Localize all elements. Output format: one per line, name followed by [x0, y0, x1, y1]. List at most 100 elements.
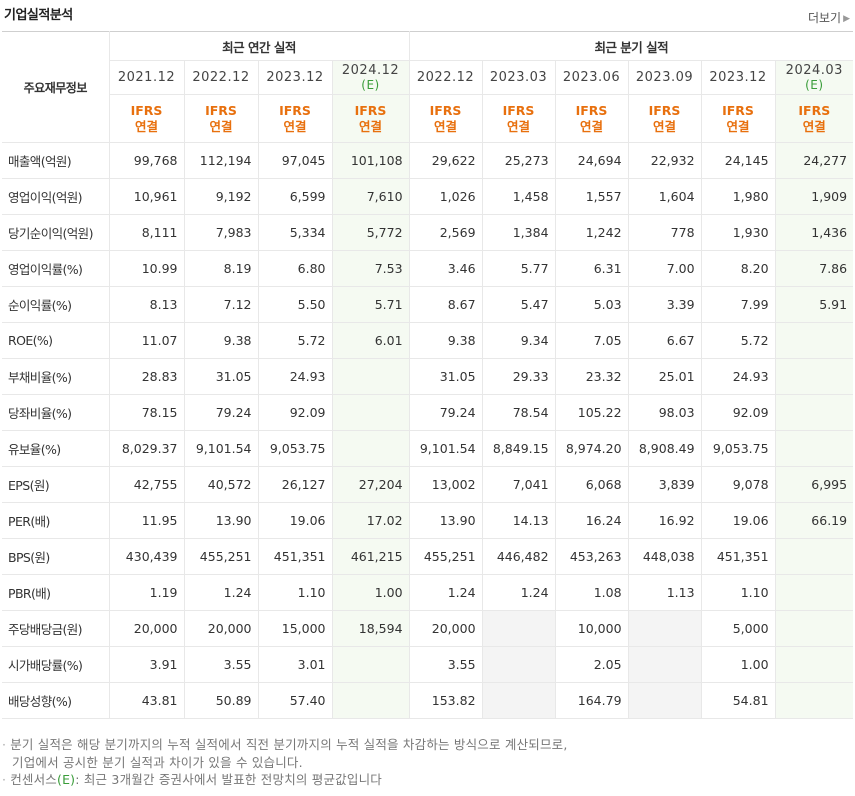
- ifrs-header: IFRS 연결: [331, 94, 410, 143]
- table-cell: 778: [627, 214, 702, 251]
- period-header: 2023.12: [257, 60, 332, 95]
- table-row: 시가배당률(%) 3.91 3.55 3.01 3.55 2.05 1.00: [2, 646, 854, 683]
- table-cell: 26,127: [257, 466, 332, 503]
- table-cell: 5,000: [700, 610, 776, 647]
- table-cell: 1,436: [774, 214, 854, 251]
- table-row: 주당배당금(원) 20,000 20,000 15,000 18,594 20,000 10…: [2, 610, 854, 647]
- table-cell: 98.03: [627, 394, 702, 431]
- table-cell: 10,000: [554, 610, 629, 647]
- table-cell: 6.80: [257, 250, 332, 287]
- table-cell: 5.72: [257, 322, 332, 359]
- table-cell: 54.81: [700, 682, 776, 719]
- table-cell: 1.10: [257, 574, 332, 611]
- period-date: 2024.12: [341, 62, 400, 78]
- ifrs-label: IFRS: [205, 102, 237, 118]
- row-label: 당좌비율(%): [2, 394, 109, 431]
- table-row: 매출액(억원) 99,768 112,194 97,045 101,108 29,622 2…: [2, 142, 854, 179]
- row-label: 유보율(%): [2, 430, 109, 467]
- ifrs-label: IFRS: [354, 102, 387, 118]
- table-cell: 8.19: [183, 250, 258, 287]
- table-cell: 2,569: [408, 214, 483, 251]
- row-label: 순이익률(%): [2, 286, 109, 323]
- table-cell: [331, 646, 410, 683]
- consolidated-label: 연결: [283, 118, 307, 134]
- period-header: 2022.12: [183, 60, 258, 95]
- table-cell: 20,000: [108, 610, 184, 647]
- table-cell: 1.24: [408, 574, 483, 611]
- table-cell: [331, 682, 410, 719]
- table-cell: 92.09: [257, 394, 332, 431]
- ifrs-label: IFRS: [502, 102, 535, 118]
- table-cell: 28.83: [108, 358, 184, 395]
- footnote-1: · 분기 실적은 해당 분기까지의 누적 실적에서 직전 분기까지의 누적 실적을…: [2, 737, 568, 752]
- table-cell: 3.39: [627, 286, 702, 323]
- table-cell: 1.08: [554, 574, 629, 611]
- table-cell: 1,458: [481, 178, 556, 215]
- table-cell: 461,215: [331, 538, 410, 575]
- ifrs-label: IFRS: [429, 102, 462, 118]
- table-cell: 5.91: [774, 286, 854, 323]
- table-cell: 57.40: [257, 682, 332, 719]
- table-cell: 1.10: [700, 574, 776, 611]
- period-header: 2023.09: [627, 60, 702, 95]
- table-cell: 9,053.75: [700, 430, 776, 467]
- table-cell: 10.99: [108, 250, 184, 287]
- table-cell: 6,995: [774, 466, 854, 503]
- ifrs-label: IFRS: [279, 102, 311, 118]
- table-row: 영업이익률(%) 10.99 8.19 6.80 7.53 3.46 5.77 6.31 7.0…: [2, 250, 854, 287]
- table-cell: 6,599: [257, 178, 332, 215]
- table-cell: 5.71: [331, 286, 410, 323]
- table-cell: 8,111: [108, 214, 184, 251]
- table-cell: 1.19: [108, 574, 184, 611]
- ifrs-header: IFRS 연결: [774, 94, 854, 143]
- table-cell: 5.77: [481, 250, 556, 287]
- row-label: 영업이익률(%): [2, 250, 109, 287]
- table-cell: 9,101.54: [183, 430, 258, 467]
- table-cell: 6.67: [627, 322, 702, 359]
- period-header: 2023.12: [700, 60, 776, 95]
- table-cell: 1,980: [700, 178, 776, 215]
- table-cell: 3.91: [108, 646, 184, 683]
- table-cell: 6,068: [554, 466, 629, 503]
- row-label: ROE(%): [2, 322, 109, 359]
- table-cell: [774, 322, 854, 359]
- row-label: 배당성향(%): [2, 682, 109, 719]
- period-header: 2024.03 (E): [774, 60, 854, 95]
- table-cell: [627, 682, 702, 719]
- row-label: 주당배당금(원): [2, 610, 109, 647]
- table-cell: 3.46: [408, 250, 483, 287]
- table-cell: [331, 358, 410, 395]
- table-cell: 101,108: [331, 142, 410, 179]
- table-cell: 451,351: [700, 538, 776, 575]
- more-link[interactable]: 더보기 ▶: [808, 9, 850, 26]
- table-row: 배당성향(%) 43.81 50.89 57.40 153.82 164.79 54.81: [2, 682, 854, 719]
- estimate-label: (E): [805, 77, 824, 92]
- table-cell: 3.55: [408, 646, 483, 683]
- ifrs-label: IFRS: [130, 102, 163, 118]
- table-cell: 78.15: [108, 394, 184, 431]
- period-date: 2023.03: [489, 69, 548, 85]
- table-cell: 11.07: [108, 322, 184, 359]
- row-label: BPS(원): [2, 538, 109, 575]
- chevron-right-icon: ▶: [843, 14, 850, 24]
- table-cell: 105.22: [554, 394, 629, 431]
- table-cell: 7,983: [183, 214, 258, 251]
- consolidated-label: 연결: [802, 118, 826, 134]
- ifrs-header: IFRS 연결: [554, 94, 629, 143]
- table-row: 부채비율(%) 28.83 31.05 24.93 31.05 29.33 23.32 25.…: [2, 358, 854, 395]
- table-cell: [627, 646, 702, 683]
- table-cell: 7,610: [331, 178, 410, 215]
- table-cell: 19.06: [257, 502, 332, 539]
- table-row: BPS(원) 430,439 455,251 451,351 461,215 455,25…: [2, 538, 854, 575]
- table-cell: 5,334: [257, 214, 332, 251]
- period-header: 2023.03: [481, 60, 556, 95]
- table-cell: 24.93: [700, 358, 776, 395]
- estimate-label: (E): [361, 77, 380, 92]
- table-cell: [774, 358, 854, 395]
- table-cell: [774, 646, 854, 683]
- row-label: 매출액(억원): [2, 142, 109, 179]
- table-cell: 22,932: [627, 142, 702, 179]
- table-cell: 164.79: [554, 682, 629, 719]
- table-cell: 99,768: [108, 142, 184, 179]
- table-cell: 8,974.20: [554, 430, 629, 467]
